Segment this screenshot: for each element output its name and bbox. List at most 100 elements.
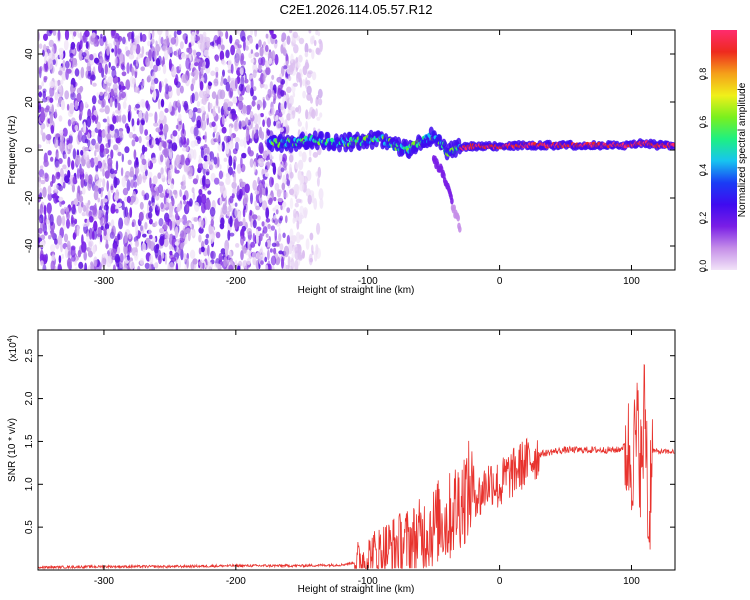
spectrogram-noise-blob	[183, 180, 186, 187]
spectrogram-noise-blob	[307, 194, 312, 205]
spectrogram-noise-blob	[74, 100, 79, 110]
spectrogram-noise-blob	[100, 212, 104, 224]
spectrogram-noise-blob	[167, 46, 171, 55]
spectrogram-noise-blob	[47, 150, 52, 156]
spectrogram-noise-blob	[188, 173, 193, 180]
spectrogram-noise	[38, 30, 324, 270]
spectrogram-noise-blob	[129, 110, 132, 120]
spectrogram-noise-blob	[159, 110, 165, 121]
spectrogram-noise-blob	[94, 150, 97, 157]
spectrogram-noise-blob	[109, 97, 113, 108]
spectrogram-noise-blob	[177, 163, 183, 169]
snr-series-line	[38, 364, 675, 570]
spectrogram-noise-blob	[105, 81, 108, 93]
spectrogram-noise-blob	[72, 176, 78, 185]
spectrogram-noise-blob	[118, 217, 124, 230]
spectrogram-noise-blob	[92, 114, 95, 123]
spectrogram-noise-blob	[164, 78, 168, 84]
spectrogram-noise-blob	[99, 143, 105, 153]
spectrogram-noise-blob	[262, 75, 266, 83]
spectrogram-noise-blob	[242, 104, 247, 114]
colorbar-ticks: 0.0 0.2 0.4 0.6 0.8	[698, 68, 708, 272]
spectrogram-noise-blob	[49, 85, 55, 97]
spectrogram-noise-blob	[126, 179, 131, 192]
spectrogram-noise-blob	[186, 252, 189, 261]
spectrogram-noise-blob	[54, 108, 58, 119]
y-tick-label: 2.0	[24, 391, 35, 405]
spectrogram-noise-blob	[292, 82, 298, 87]
spectrogram-noise-blob	[132, 133, 137, 139]
spectrogram-noise-blob	[50, 124, 55, 134]
spectrogram-noise-blob	[222, 204, 228, 215]
spectrogram-noise-blob	[203, 49, 210, 57]
spectrogram-noise-blob	[74, 124, 79, 131]
spectrogram-noise-blob	[257, 215, 261, 221]
spectrogram-noise-blob	[192, 49, 197, 56]
spectrogram-noise-blob	[285, 53, 289, 62]
spectrogram-noise-blob	[69, 30, 73, 35]
spectrogram-noise-blob	[153, 77, 159, 84]
spectrogram-noise-blob	[74, 218, 78, 225]
spectrogram-noise-blob	[266, 161, 271, 170]
spectrogram-noise-blob	[49, 213, 54, 226]
spectrogram-noise-blob	[208, 232, 215, 245]
x-tick-label: -100	[358, 576, 378, 587]
spectrogram-noise-blob	[247, 238, 251, 250]
spectrogram-noise-blob	[182, 194, 187, 201]
spectrogram-noise-blob	[145, 110, 149, 123]
spectrogram-noise-blob	[69, 53, 74, 58]
spectrogram-noise-blob	[286, 207, 291, 214]
spectrogram-noise-blob	[250, 58, 255, 64]
x-tick-label: 0	[497, 576, 503, 587]
spectrogram-noise-blob	[64, 30, 70, 41]
spectrogram-noise-blob	[106, 46, 110, 56]
spectrogram-noise-blob	[45, 134, 52, 141]
spectrogram-noise-blob	[265, 186, 269, 197]
spectrogram-noise-blob	[84, 146, 90, 152]
spectrogram-noise-blob	[266, 239, 272, 248]
spectrogram-noise-blob	[255, 205, 260, 211]
spectrogram-noise-blob	[107, 86, 111, 93]
spectrogram-noise-blob	[172, 100, 178, 111]
spectrogram-noise-blob	[110, 90, 115, 97]
spectrogram-noise-blob	[147, 211, 153, 219]
spectrogram-noise-blob	[110, 206, 115, 214]
spectrogram-noise-blob	[147, 74, 152, 82]
snr-scale-base: (x10	[8, 342, 19, 362]
spectrogram-noise-blob	[104, 157, 109, 162]
spectrogram-noise-blob	[118, 114, 122, 122]
spectrogram-noise-blob	[311, 71, 317, 81]
spectrogram-noise-blob	[150, 84, 156, 90]
spectrogram-noise-blob	[84, 174, 89, 183]
spectrogram-noise-blob	[168, 202, 172, 210]
spectrogram-noise-blob	[265, 241, 268, 247]
spectrogram-noise-blob	[96, 261, 102, 270]
spectrogram-noise-blob	[111, 30, 116, 37]
snr-y-scale-label: (x104)	[7, 335, 19, 362]
spectrogram-noise-blob	[306, 92, 312, 101]
spectrogram-noise-blob	[60, 99, 65, 111]
spectrogram-noise-blob	[192, 191, 196, 200]
spectrogram-noise-blob	[139, 123, 144, 135]
spectrogram-noise-blob	[306, 85, 312, 95]
spectrogram-noise-blob	[219, 196, 222, 206]
spectrogram-noise-blob	[228, 204, 232, 213]
spectrogram-noise-blob	[254, 190, 260, 195]
spectrogram-noise-blob	[315, 108, 318, 117]
spectrogram-noise-blob	[308, 48, 312, 53]
spectrogram-noise-blob	[109, 168, 115, 175]
y-tick-label: 0	[24, 147, 35, 153]
spectrogram-noise-blob	[313, 198, 318, 210]
spectrogram-noise-blob	[177, 203, 183, 211]
spectrogram-noise-blob	[291, 251, 295, 259]
spectrogram-noise-blob	[254, 200, 257, 208]
spectrogram-noise-blob	[41, 132, 46, 142]
spectrogram-noise-blob	[168, 58, 172, 71]
spectrogram-noise-blob	[124, 231, 128, 244]
spectrogram-noise-blob	[134, 167, 140, 175]
spectrogram-noise-blob	[223, 157, 228, 162]
spectrogram-noise-blob	[194, 201, 200, 212]
spectrogram-noise-blob	[264, 256, 268, 263]
spectrogram-noise-blob	[97, 226, 102, 236]
spectrogram-noise-blob	[70, 84, 74, 94]
